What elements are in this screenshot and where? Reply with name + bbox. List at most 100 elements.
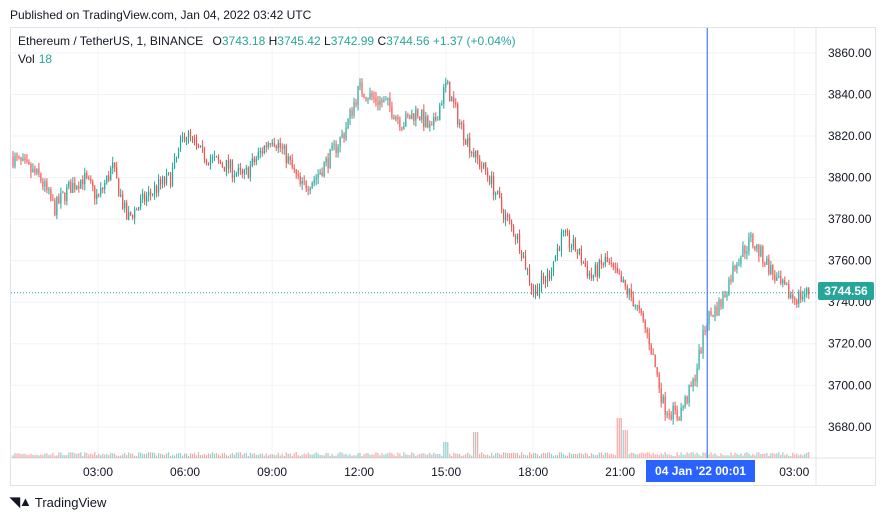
volume-bar xyxy=(413,453,415,458)
candle-body xyxy=(335,144,337,153)
candle-body xyxy=(772,265,774,275)
candle-body xyxy=(481,167,483,169)
candle-body xyxy=(700,349,702,354)
volume-bar xyxy=(150,452,152,458)
volume-bar xyxy=(600,452,602,458)
volume-bar xyxy=(169,455,172,458)
candle-body xyxy=(600,259,602,264)
candle-body xyxy=(64,192,66,201)
candle-body xyxy=(638,305,640,309)
volume-bar xyxy=(806,452,808,458)
candle-body xyxy=(171,168,174,186)
candle-body xyxy=(756,244,758,250)
volume-bar xyxy=(668,454,670,458)
candle-body xyxy=(558,248,561,251)
y-tick-label: 3760.00 xyxy=(828,254,872,268)
candle-body xyxy=(764,263,766,265)
volume-bar xyxy=(580,453,582,458)
volume-bar xyxy=(750,455,752,458)
candle-body xyxy=(74,182,76,189)
volume-bar xyxy=(118,455,120,458)
candle-body xyxy=(640,308,642,313)
volume-bar xyxy=(756,452,758,458)
y-tick-label: 3820.00 xyxy=(828,129,872,143)
volume-bar xyxy=(714,453,716,458)
volume-bar xyxy=(255,455,257,458)
x-tick-label: 18:00 xyxy=(518,465,548,479)
volume-bar xyxy=(291,455,293,458)
candle-body xyxy=(501,197,503,210)
volume-bar xyxy=(157,453,160,458)
volume-bar xyxy=(217,454,220,458)
volume-bar xyxy=(16,453,18,458)
candle-body xyxy=(648,332,650,345)
candle-body xyxy=(622,279,624,283)
candle-body xyxy=(94,186,96,199)
candle-body xyxy=(726,294,728,298)
volume-bar xyxy=(798,455,800,458)
volume-bar xyxy=(419,453,421,458)
candle-body xyxy=(652,354,654,356)
volume-bar xyxy=(221,453,224,458)
candle-body xyxy=(620,274,622,283)
candle-body xyxy=(173,157,176,169)
volume-bar xyxy=(574,454,577,458)
candle-body xyxy=(429,124,431,128)
x-tick-label: 03:00 xyxy=(83,465,113,479)
candle-body xyxy=(375,97,377,102)
volume-bar xyxy=(14,452,16,458)
volume-bar xyxy=(738,454,740,458)
candle-body xyxy=(770,265,772,274)
volume-bar xyxy=(770,453,772,458)
volume-bar xyxy=(682,454,684,458)
volume-bar xyxy=(582,454,584,458)
candle-body xyxy=(82,179,84,185)
candle-body xyxy=(391,106,393,118)
volume-bar xyxy=(473,432,475,458)
brand-name: TradingView xyxy=(34,494,107,510)
candle-body xyxy=(102,187,104,190)
volume-bar xyxy=(54,455,56,458)
volume-bar xyxy=(506,452,509,458)
volume-bar xyxy=(20,454,22,458)
volume-bar xyxy=(560,452,563,458)
volume-bar xyxy=(479,453,481,458)
candle-body xyxy=(185,138,188,142)
volume-bar xyxy=(40,454,42,458)
candle-body xyxy=(538,287,541,296)
candle-body xyxy=(245,167,247,170)
volume-bar xyxy=(132,453,134,458)
tradingview-logo[interactable]: ◥▲ TradingView xyxy=(10,494,106,510)
candle-body xyxy=(122,194,124,209)
volume-bar xyxy=(108,455,110,458)
close-value: 3744.56 xyxy=(386,34,430,48)
volume-bar xyxy=(389,452,391,458)
candle-body xyxy=(604,257,606,265)
volume-bar xyxy=(80,452,82,458)
volume-bar xyxy=(155,455,158,458)
candle-body xyxy=(44,181,46,187)
candle-body xyxy=(716,306,718,316)
volume-bar xyxy=(734,452,736,458)
chart-frame[interactable] xyxy=(10,27,876,486)
volume-bar xyxy=(594,455,596,458)
volume-bar xyxy=(183,453,186,458)
volume-bar xyxy=(718,455,720,458)
volume-bar xyxy=(712,454,714,458)
volume-bar xyxy=(195,455,198,458)
candle-body xyxy=(279,143,281,148)
volume-bar xyxy=(405,454,407,458)
candle-body xyxy=(181,136,184,139)
volume-bar xyxy=(720,453,722,458)
volume-bar xyxy=(209,453,212,458)
volume-value: 18 xyxy=(38,52,53,66)
volume-bar xyxy=(680,452,682,458)
y-tick-label: 3840.00 xyxy=(828,87,872,101)
volume-bar xyxy=(754,455,756,458)
volume-bar xyxy=(231,452,233,458)
candle-body xyxy=(20,157,22,161)
volume-bar xyxy=(690,452,692,458)
volume-bar xyxy=(395,455,397,458)
candle-body xyxy=(38,168,40,175)
